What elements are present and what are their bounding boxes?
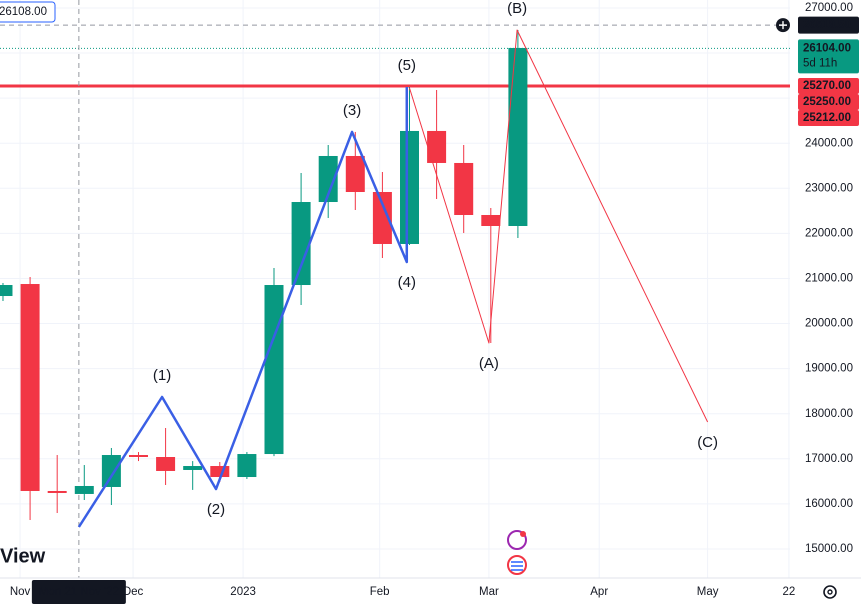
order-tag-bg (0, 1, 56, 23)
x-tick-label: Dec (123, 586, 144, 598)
candle-body (264, 285, 284, 455)
candle-body (210, 466, 230, 478)
y-tick-label: 17000.00 (805, 453, 853, 465)
alert-tag: 25250.00 (803, 96, 851, 108)
x-tick-label: Apr (590, 586, 608, 598)
candle-body (481, 214, 501, 226)
candle-body (399, 130, 419, 244)
candle-body (74, 485, 94, 494)
alert-tag-bg (798, 93, 859, 110)
y-tick-label: 21000.00 (805, 273, 853, 285)
wave-line (77, 86, 409, 528)
wave-line (409, 29, 709, 423)
candle-body (508, 47, 528, 226)
candle-body (237, 454, 257, 478)
add-alert-plus (779, 21, 787, 30)
y-tick-label: 20000.00 (805, 318, 853, 330)
gear-hub (827, 589, 833, 595)
candle-body (427, 130, 447, 163)
alert-tag: 25212.00 (803, 112, 851, 124)
wave-label: (4) (398, 274, 416, 291)
event-icons (507, 530, 527, 575)
candle-body (372, 192, 392, 244)
candle-body (20, 284, 40, 491)
horizontal-line-tag: 25270.00 (803, 80, 851, 92)
gear-ring (823, 585, 837, 599)
crosshair-date-bg (31, 580, 126, 604)
crosshair-date: Mon 21 Nov '22 (39, 586, 119, 598)
x-tick-label: 22 (783, 586, 796, 598)
candle-body (101, 455, 121, 487)
wave-label: (5) (398, 57, 416, 74)
logo-text: View (0, 545, 46, 567)
wave-label: (C) (697, 434, 718, 451)
candle-body (128, 455, 148, 457)
candle-body (454, 162, 474, 215)
wave-label: (B) (507, 0, 527, 17)
wave-label: (2) (207, 501, 225, 518)
crosshair-price-tag-bg (798, 16, 859, 34)
crosshair-price-tag: 26619.50 (803, 19, 851, 31)
y-tick-label: 23000.00 (805, 182, 853, 194)
candle-body (0, 285, 13, 297)
wave-label: (1) (153, 367, 171, 384)
x-tick-label: May (697, 586, 719, 598)
x-tick-label: Nov (10, 586, 31, 598)
x-tick-label: 2023 (230, 586, 256, 598)
y-tick-label: 18000.00 (805, 408, 853, 420)
y-tick-label: 16000.00 (805, 498, 853, 510)
x-tick-label: Mar (479, 586, 499, 598)
candle-body (291, 202, 311, 286)
x-tick-label: Feb (370, 586, 390, 598)
y-tick-label: 27000.00 (805, 2, 853, 14)
settings-gear[interactable] (823, 585, 837, 599)
horizontal-line-tag-bg (798, 77, 859, 94)
countdown: 5d 11h (803, 57, 837, 69)
last-price-tag-bg (798, 39, 859, 74)
wave-label: (3) (343, 102, 361, 119)
candle-body (183, 466, 203, 470)
order-tag: 26108.00 (0, 6, 47, 18)
alert-tag-bg (798, 109, 859, 126)
candle-body (318, 155, 338, 203)
wave-label: (A) (479, 355, 499, 372)
y-tick-label: 15000.00 (805, 543, 853, 555)
plot-area (0, 0, 790, 578)
flag-stripes (511, 561, 523, 571)
y-tick-label: 22000.00 (805, 227, 853, 239)
us-event-icon[interactable] (507, 555, 527, 575)
candle-body (156, 456, 176, 471)
last-price-tag: 26104.00 (803, 42, 851, 54)
earnings-dot (520, 531, 526, 537)
candle-body (47, 490, 67, 493)
candle-body (345, 155, 365, 193)
y-tick-label: 24000.00 (805, 137, 853, 149)
y-tick-label: 19000.00 (805, 363, 853, 375)
